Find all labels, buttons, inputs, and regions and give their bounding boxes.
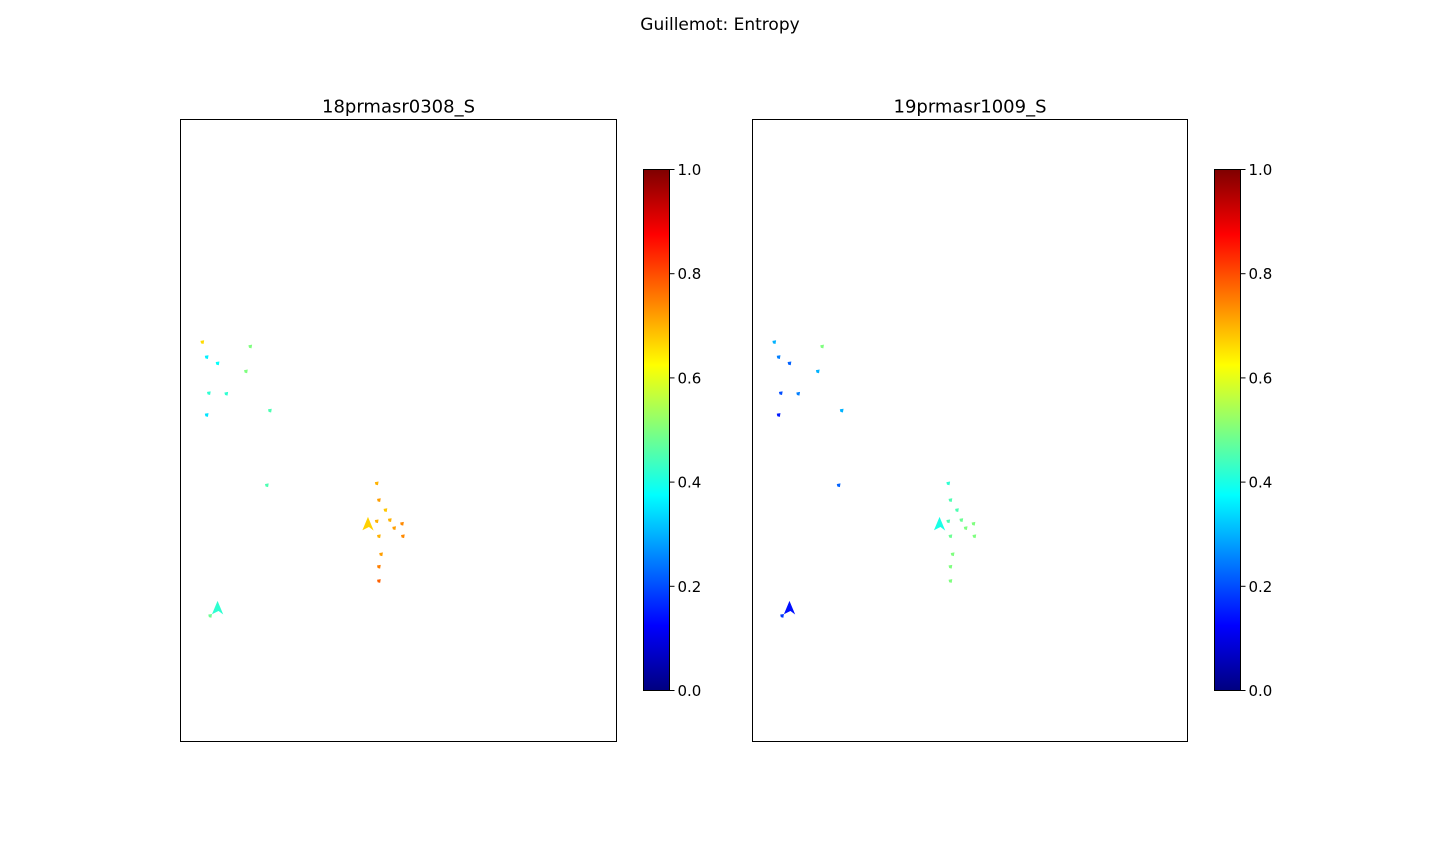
subplot-title: 18prmasr0308_S [322, 97, 475, 118]
colorbar-tick-label: 0.0 [678, 682, 702, 700]
data-patch [379, 552, 383, 557]
data-patch [950, 552, 955, 557]
subplot-panel-2: 19prmasr1009_S 0.0 0.2 0.4 0.6 0.8 1.0 [752, 97, 1273, 742]
data-patch [215, 361, 220, 366]
data-patch [400, 521, 404, 526]
colorbar [643, 169, 670, 691]
colorbar-tick-label: 0.0 [1249, 682, 1273, 700]
data-patch [377, 564, 381, 569]
subplot-title: 19prmasr1009_S [894, 97, 1047, 118]
data-patch [778, 391, 783, 396]
data-patch [836, 483, 841, 488]
data-patch [377, 498, 381, 503]
plot-area [180, 119, 617, 742]
colorbar-tick-label: 0.6 [678, 369, 702, 387]
data-patch [200, 340, 205, 345]
colorbar-tick-label: 0.8 [1249, 265, 1273, 283]
data-patch [946, 481, 951, 486]
data-patch [948, 579, 953, 583]
data-patch [264, 483, 269, 488]
colorbar-tick-label: 0.2 [678, 578, 702, 596]
colorbar [1214, 169, 1241, 691]
data-patch [815, 369, 820, 374]
data-patch [362, 516, 374, 531]
data-patch [933, 516, 946, 531]
colorbar-tick-label: 0.2 [1249, 578, 1273, 596]
data-patch [772, 340, 777, 345]
data-patch [248, 344, 253, 349]
data-patch [796, 391, 801, 396]
data-patch [244, 369, 248, 374]
data-patch [374, 481, 379, 486]
data-patch [204, 413, 209, 417]
data-patch [224, 391, 229, 396]
colorbar-tick-label: 0.4 [1249, 474, 1273, 492]
colorbar-tick-label: 0.6 [1249, 369, 1273, 387]
data-patch [955, 508, 959, 512]
plot-frame [180, 119, 617, 742]
data-patch [948, 498, 953, 503]
data-patch [387, 518, 392, 522]
plot-frame [752, 119, 1188, 742]
data-patch [959, 518, 964, 522]
data-patch [374, 519, 379, 524]
data-patch [948, 564, 953, 569]
colorbar-tick-label: 1.0 [1249, 161, 1273, 179]
plot-area [752, 119, 1188, 742]
data-patch [383, 508, 388, 512]
data-patch [400, 534, 405, 539]
data-patch [206, 391, 211, 396]
data-patch [971, 521, 976, 526]
figure-title: Guillemot: Entropy [640, 15, 799, 35]
data-patch [377, 579, 381, 583]
data-patch [776, 355, 781, 359]
data-patch [783, 600, 796, 615]
data-patch [963, 526, 968, 531]
data-patch [972, 534, 977, 539]
data-patch [948, 534, 953, 539]
colorbar-tick-label: 1.0 [678, 161, 702, 179]
data-patch [268, 408, 272, 413]
colorbar-tick-label: 0.8 [678, 265, 702, 283]
data-patch [787, 361, 792, 366]
data-patch [204, 355, 209, 359]
data-patch [820, 344, 824, 349]
data-patch [776, 413, 781, 417]
subplot-panel-1: 18prmasr0308_S 0.0 0.2 0.4 0.6 0.8 1.0 [180, 97, 702, 742]
data-patch [839, 408, 844, 413]
data-patch [211, 600, 224, 615]
data-patch [208, 613, 213, 618]
data-patch [946, 519, 951, 524]
data-patch [780, 613, 784, 618]
colorbar-tick-label: 0.4 [678, 474, 702, 492]
data-patch [377, 534, 381, 539]
data-patch [392, 526, 397, 531]
